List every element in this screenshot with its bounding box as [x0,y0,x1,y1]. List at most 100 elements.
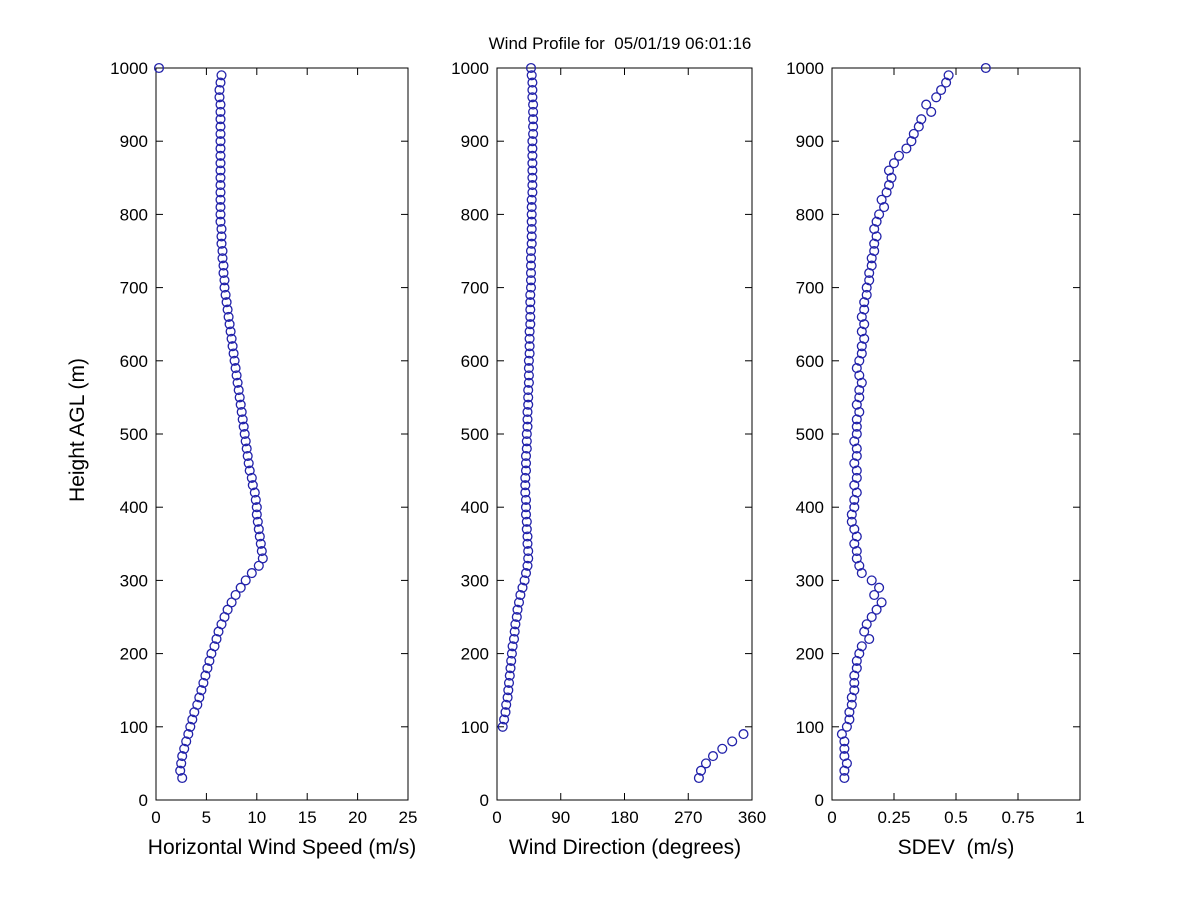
data-point-marker [215,150,226,161]
data-point-marker [517,582,528,593]
data-point-marker [177,751,188,762]
x-tick-label: 1 [1075,808,1084,827]
data-point-marker [220,289,231,300]
data-point-marker [224,319,235,330]
y-tick-label: 300 [461,571,489,590]
data-point-marker [520,465,532,476]
data-point-marker [871,216,882,227]
data-point-marker [524,348,535,359]
data-point-marker [230,589,241,601]
data-point-marker [501,699,512,710]
y-tick-label: 200 [461,645,489,664]
data-point-marker [856,377,867,388]
data-point-marker [187,714,198,725]
data-point-marker [866,253,877,264]
data-point-marker [851,465,862,476]
sdev-panel: 0 0.25 0.5 0.75 1 0 100 200 300 400 500 600 700 800 90… [786,59,1085,827]
data-point-marker [233,385,244,396]
data-point-marker [257,553,268,564]
data-point-marker [215,121,226,132]
data-point-marker [849,670,860,681]
data-point-marker [219,275,230,286]
data-point-marker [893,150,905,161]
data-point-marker [215,99,226,110]
data-point-marker [527,187,538,198]
data-point-marker [707,751,719,762]
data-point-marker [523,363,534,374]
data-point-marker [218,260,229,271]
data-point-marker [839,772,850,784]
data-point-marker [849,524,860,535]
data-point-marker [523,355,534,366]
data-point-marker [851,399,862,410]
data-point-marker [871,604,882,615]
data-point-marker [916,114,927,125]
y-tick-label: 500 [120,425,148,444]
data-point-marker [693,772,704,784]
data-point-marker [883,180,895,191]
data-point-marker [906,136,917,147]
data-point-marker [844,714,855,725]
data-point-marker [520,458,532,469]
data-point-marker [506,648,517,659]
data-point-marker [214,84,225,96]
data-point-marker [215,209,226,220]
sdev-points [836,62,991,784]
data-point-marker [525,267,537,279]
data-point-marker [176,758,187,769]
data-point-marker [246,472,257,483]
data-point-marker [908,128,919,139]
x-tick-label: 15 [298,808,317,827]
y-tick-label: 1000 [786,59,824,78]
data-point-marker [221,297,232,308]
data-point-marker [244,465,255,476]
data-point-marker [251,509,262,520]
data-point-marker [235,399,246,410]
data-point-marker [846,699,857,710]
y-tick-label: 0 [480,791,489,810]
data-point-marker [874,582,885,593]
data-point-marker [864,275,875,286]
data-point-marker [528,121,539,132]
data-point-marker [246,568,257,579]
data-point-marker [240,575,251,586]
data-point-marker [510,619,521,630]
data-point-marker [859,319,870,330]
data-point-marker [512,604,523,615]
x-tick-label: 0 [827,808,836,827]
data-point-marker [240,436,251,447]
data-point-marker [883,165,895,176]
data-point-marker [856,568,867,579]
data-point-marker [913,121,924,132]
data-point-marker [515,589,526,601]
data-point-marker [888,158,900,169]
data-point-marker [523,553,534,564]
data-point-marker [851,363,862,374]
y-tick-label: 400 [120,498,148,517]
data-point-marker [851,472,862,483]
data-point-marker [876,597,887,608]
data-point-marker [242,450,253,462]
data-point-marker [841,721,852,732]
x-tick-label: 360 [738,808,766,827]
data-point-marker [215,114,226,125]
data-point-marker [503,685,514,696]
data-point-marker [524,326,535,337]
x-tick-label: 0.5 [944,808,968,827]
data-point-marker [839,751,850,762]
y-axis-label: Height AGL (m) [66,358,89,502]
y-tick-label: 700 [796,279,824,298]
data-point-marker [525,253,537,264]
data-point-marker [849,480,860,491]
data-point-marker [237,414,248,425]
data-point-marker [836,729,847,740]
data-point-marker [520,502,532,513]
data-point-marker [211,633,222,645]
x-tick-label: 0 [151,808,160,827]
data-point-marker [851,487,862,498]
data-point-marker [525,260,537,271]
data-point-marker [216,238,227,249]
data-point-marker [941,77,952,88]
data-point-marker [216,70,227,81]
